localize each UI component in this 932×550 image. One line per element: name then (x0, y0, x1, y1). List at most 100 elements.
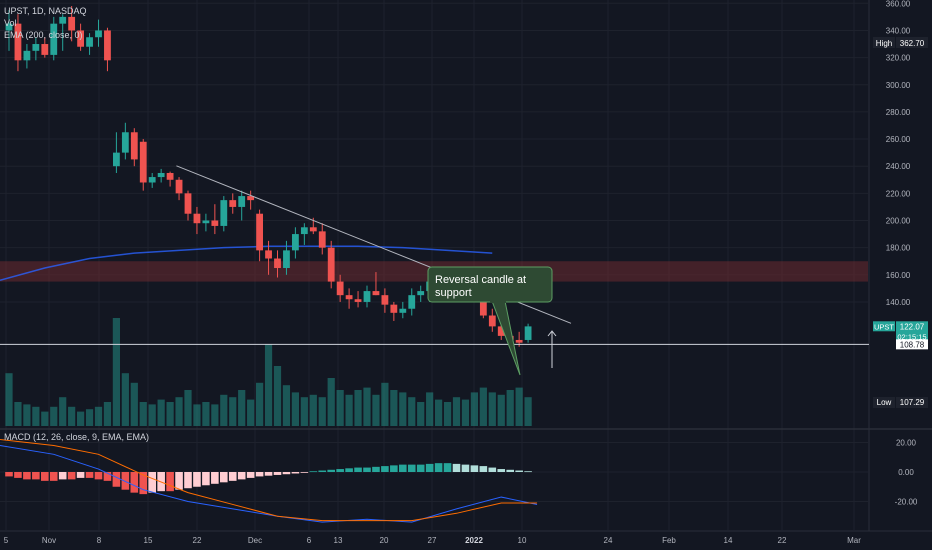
volume-bar (175, 397, 183, 426)
candle (247, 190, 255, 210)
candle (59, 14, 67, 51)
macd-y-tick-label: -20.00 (895, 498, 918, 507)
chart-legend: UPST, 1D, NASDAQ Vol EMA (200, close, 0) (4, 5, 87, 41)
candle (399, 301, 407, 319)
candle-body (327, 247, 335, 282)
candle-body (381, 295, 389, 305)
volume-bar (354, 390, 362, 426)
macd-histogram-bar (220, 472, 228, 483)
macd-histogram-bar (41, 472, 49, 481)
macd-histogram-bar (184, 472, 192, 489)
candle-body (354, 299, 362, 302)
candle-body (166, 172, 174, 180)
macd-histogram-bar (407, 464, 416, 472)
volume-bar (524, 397, 532, 426)
volume-bar (85, 409, 94, 426)
candle (41, 37, 49, 58)
macd-histogram-bar (327, 469, 335, 472)
macd-histogram-bar (23, 472, 31, 480)
macd-histogram-bar (318, 470, 327, 472)
volume-bar (229, 397, 237, 426)
macd-histogram-bar (255, 472, 264, 477)
candle-body (363, 291, 371, 302)
candle-body (50, 23, 58, 55)
candle (318, 223, 326, 255)
high-label: High (876, 39, 892, 48)
macd-histogram-bar (381, 466, 389, 472)
symbol-badge-bg (873, 321, 895, 332)
legend-symbol: UPST, 1D, NASDAQ (4, 6, 87, 16)
volume-bar (5, 373, 13, 426)
volume-bar (202, 402, 210, 426)
volume-bar (166, 402, 174, 426)
legend-volume: Vol (4, 18, 17, 28)
candle-body (175, 179, 183, 194)
candle (77, 23, 84, 51)
volume-bar (130, 382, 138, 426)
volume-bar (14, 402, 22, 426)
annotation-text-line2: support (435, 287, 472, 299)
macd-histogram-bar (121, 472, 130, 490)
volume-bar (309, 394, 317, 426)
high-value: 362.70 (900, 39, 925, 48)
x-tick-label: 5 (4, 536, 9, 545)
x-tick-label: 22 (193, 536, 202, 545)
candle-body (113, 152, 120, 167)
candle-body (515, 339, 523, 343)
volume-bar (193, 404, 201, 426)
candle (193, 206, 201, 235)
macd-histogram-bar (166, 472, 174, 492)
y-tick-label: 140.00 (886, 298, 911, 307)
candle-body (265, 250, 272, 259)
y-tick-label: 240.00 (886, 162, 911, 171)
y-tick-label: 260.00 (886, 135, 911, 144)
candle-body (211, 220, 219, 226)
macd-y-tick-label: 0.00 (898, 468, 914, 477)
legend-ema: EMA (200, close, 0) (4, 30, 83, 40)
volume-bar (399, 392, 407, 426)
candle (14, 14, 22, 72)
candle-body (488, 315, 496, 327)
volume-bar (139, 402, 147, 426)
candle (166, 171, 174, 187)
volume-bar (443, 402, 452, 426)
macd-histogram-bar (416, 464, 425, 472)
volume-bar (479, 387, 487, 426)
volume-bar (59, 397, 67, 426)
x-tick-label: 20 (380, 536, 389, 545)
macd-histogram-bar (363, 467, 371, 472)
macd-histogram-bar (76, 472, 85, 478)
low-label: Low (877, 398, 892, 407)
candle (157, 168, 165, 183)
high-label-bg (873, 37, 895, 48)
y-tick-label: 180.00 (886, 244, 911, 253)
candle-body (5, 23, 13, 31)
candle (283, 240, 290, 275)
candle (488, 308, 496, 332)
volume-bar (515, 387, 523, 426)
volume-bar (461, 399, 470, 426)
candle-body (41, 44, 49, 55)
last-price-bg (896, 321, 928, 342)
candle (372, 272, 380, 296)
candle-body (220, 200, 228, 226)
volume-bar (345, 394, 353, 426)
volume-bar (220, 394, 228, 426)
candle-body (104, 30, 111, 61)
macd-histogram-bar (309, 471, 318, 473)
candle-body (524, 326, 532, 340)
x-tick-label: Dec (248, 536, 262, 545)
volume-bar (318, 397, 326, 426)
candle (139, 139, 147, 191)
candle (202, 213, 210, 232)
volume-bar (488, 392, 496, 426)
macd-histogram-bar (434, 463, 443, 472)
macd-histogram-bar (515, 470, 523, 472)
macd-histogram-bar (130, 472, 139, 493)
macd-histogram-bar (452, 463, 461, 472)
volume-bars (5, 318, 532, 426)
candle (390, 301, 398, 321)
candle (354, 291, 362, 308)
macd-histogram-bar (354, 467, 362, 472)
